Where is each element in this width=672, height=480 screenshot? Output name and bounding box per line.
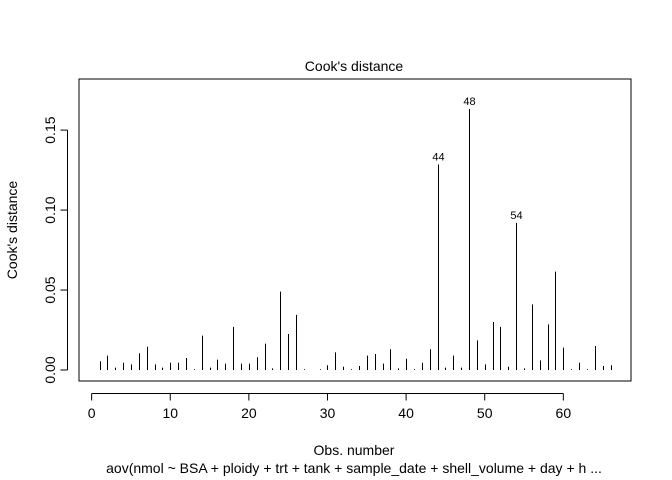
y-tick-label: 0.15 [42, 116, 58, 143]
x-tick-label: 50 [477, 405, 493, 421]
model-formula-subtitle: aov(nmol ~ BSA + ploidy + trt + tank + s… [106, 460, 602, 476]
y-tick-label: 0.05 [42, 276, 58, 303]
y-axis-title: Cook's distance [4, 181, 20, 280]
point-labels: 44 48 54 [432, 96, 522, 222]
chart-title: Cook's distance [305, 58, 404, 74]
x-tick-label: 10 [162, 405, 178, 421]
x-tick-label: 40 [398, 405, 414, 421]
y-axis: 0.00 0.05 0.10 0.15 [42, 116, 68, 384]
x-tick-label: 0 [88, 405, 96, 421]
y-tick-label: 0.10 [42, 196, 58, 223]
x-tick-label: 20 [241, 405, 257, 421]
x-axis: 0 10 20 30 40 50 60 [88, 393, 572, 421]
x-tick-label: 30 [320, 405, 336, 421]
outlier-label: 54 [510, 210, 522, 222]
x-tick-label: 60 [556, 405, 572, 421]
outlier-label: 44 [432, 151, 444, 163]
spike-series [100, 109, 612, 370]
y-tick-label: 0.00 [42, 356, 58, 383]
x-axis-title: Obs. number [314, 442, 395, 458]
plot-frame [78, 78, 632, 382]
outlier-label: 48 [463, 96, 475, 108]
